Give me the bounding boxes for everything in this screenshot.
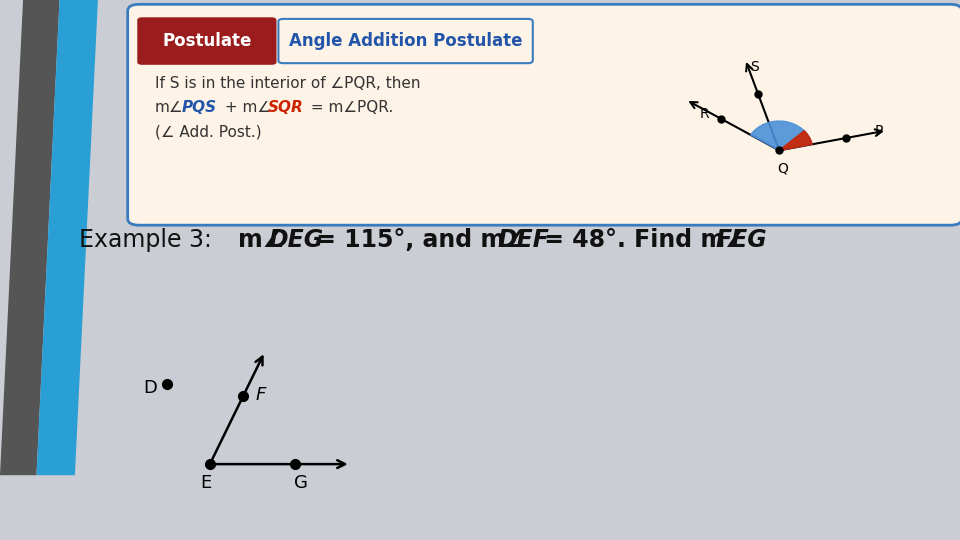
Text: + m∠: + m∠ <box>220 100 271 116</box>
Wedge shape <box>751 121 812 151</box>
Wedge shape <box>780 131 812 151</box>
Text: Example 3:: Example 3: <box>79 228 219 252</box>
Text: G: G <box>294 474 308 492</box>
Text: F: F <box>255 386 265 404</box>
Text: m∠: m∠ <box>155 100 183 116</box>
FancyBboxPatch shape <box>278 19 533 63</box>
Text: = m∠PQR.: = m∠PQR. <box>306 100 394 116</box>
Text: PQS: PQS <box>181 100 217 116</box>
Text: D: D <box>143 379 156 397</box>
Text: DEG: DEG <box>269 228 324 252</box>
Text: m∠: m∠ <box>238 228 284 252</box>
Text: P: P <box>875 124 883 138</box>
Text: (∠ Add. Post.): (∠ Add. Post.) <box>155 125 261 140</box>
Text: = 115°, and m∠: = 115°, and m∠ <box>308 228 526 252</box>
FancyBboxPatch shape <box>137 17 276 65</box>
FancyBboxPatch shape <box>128 4 960 225</box>
Text: = 48°. Find m∠: = 48°. Find m∠ <box>536 228 746 252</box>
Text: Q: Q <box>777 161 788 176</box>
Text: Postulate: Postulate <box>162 32 252 50</box>
Text: DEF: DEF <box>497 228 549 252</box>
Polygon shape <box>36 0 98 475</box>
Text: R: R <box>699 107 708 121</box>
Text: E: E <box>201 474 211 492</box>
Text: Angle Addition Postulate: Angle Addition Postulate <box>289 32 522 50</box>
Polygon shape <box>0 0 60 475</box>
Text: S: S <box>750 60 758 75</box>
Text: If S is in the interior of ∠PQR, then: If S is in the interior of ∠PQR, then <box>155 76 420 91</box>
Text: FEG: FEG <box>715 228 767 252</box>
Text: SQR: SQR <box>268 100 303 116</box>
